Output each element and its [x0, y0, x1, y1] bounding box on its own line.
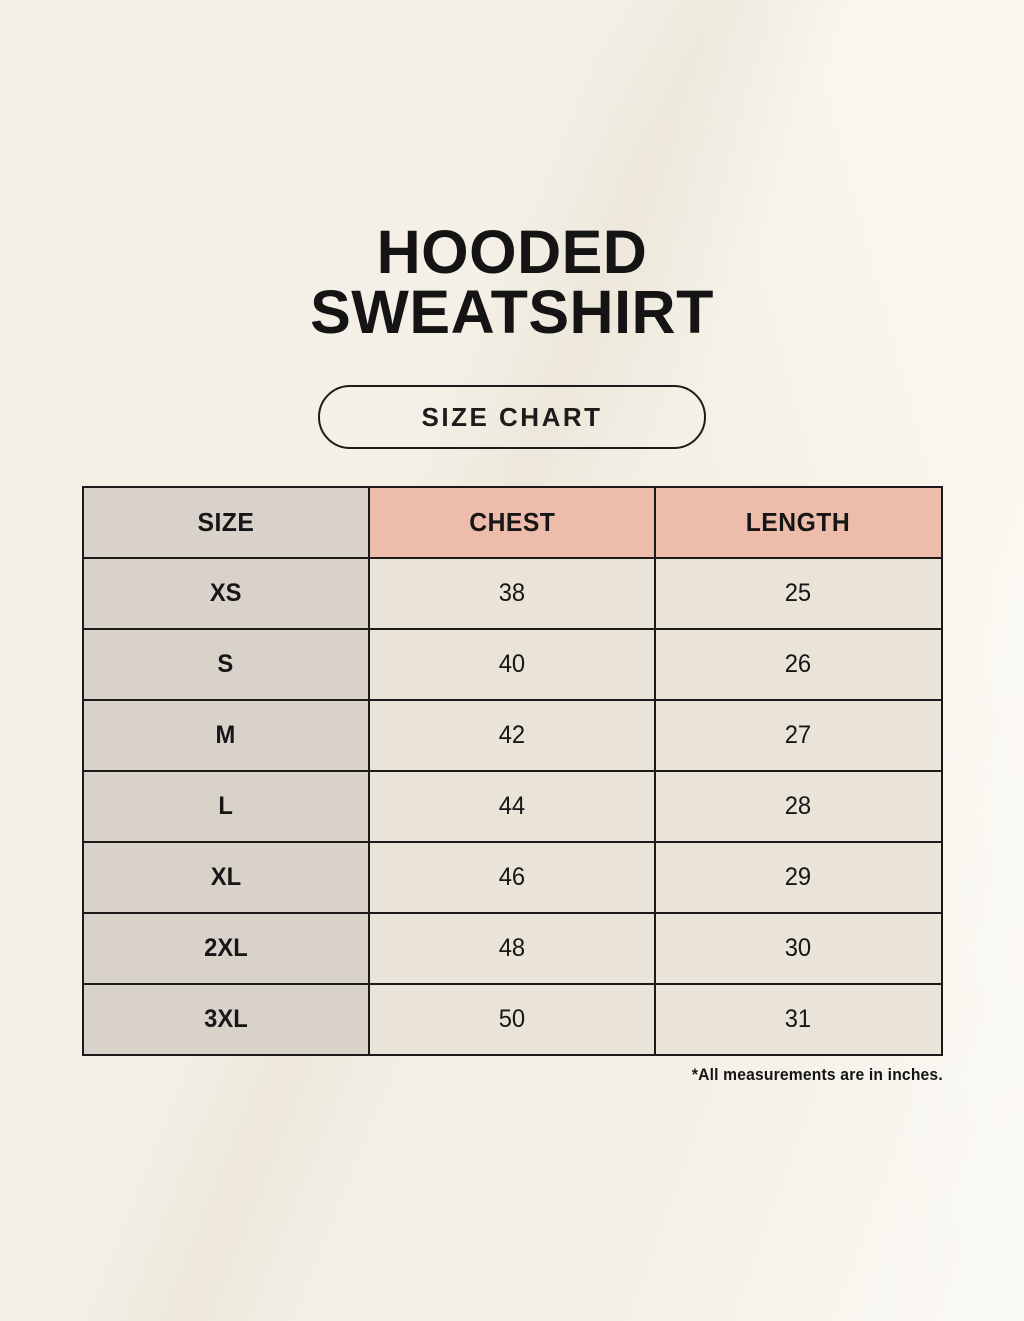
- length-cell: 28: [654, 769, 943, 843]
- title-line-2: SWEATSHIRT: [310, 278, 714, 347]
- column-header-chest: CHEST: [367, 485, 657, 559]
- cell-value: 25: [785, 578, 812, 607]
- header-label: SIZE: [197, 506, 255, 537]
- cell-value: XL: [210, 862, 241, 891]
- chest-cell: 44: [367, 769, 657, 843]
- length-cell: 30: [654, 911, 943, 985]
- size-chart-button[interactable]: SIZE CHART: [318, 384, 706, 449]
- cell-value: 48: [498, 933, 526, 962]
- table-header-row: SIZE CHEST LENGTH: [81, 485, 943, 559]
- column-header-length: LENGTH: [654, 485, 943, 559]
- length-cell: 26: [654, 627, 943, 701]
- size-cell: XL: [81, 840, 370, 914]
- size-cell: L: [81, 769, 370, 843]
- chest-cell: 50: [367, 982, 657, 1056]
- cell-value: 38: [498, 578, 526, 607]
- length-cell: 31: [654, 982, 943, 1056]
- cell-value: XS: [209, 578, 242, 607]
- chest-cell: 48: [367, 911, 657, 985]
- cell-value: 28: [785, 791, 812, 820]
- table-row: S 40 26: [81, 627, 943, 701]
- size-cell: XS: [81, 556, 370, 630]
- header-label: LENGTH: [746, 506, 851, 537]
- table-row: XS 38 25: [81, 556, 943, 630]
- cell-value: 44: [498, 791, 526, 820]
- size-cell: M: [81, 698, 370, 772]
- size-chart-button-label: SIZE CHART: [421, 401, 603, 432]
- measurements-note: *All measurements are in inches.: [82, 1065, 943, 1085]
- size-cell: 2XL: [81, 911, 370, 985]
- cell-value: M: [215, 720, 236, 749]
- header-label: CHEST: [468, 506, 556, 537]
- chest-cell: 42: [367, 698, 657, 772]
- cell-value: 40: [498, 649, 526, 678]
- column-header-size: SIZE: [81, 485, 370, 559]
- table-row: 2XL 48 30: [81, 911, 943, 985]
- cell-value: 29: [785, 862, 812, 891]
- page-title: HOODED SWEATSHIRT: [0, 0, 1024, 343]
- cell-value: 42: [498, 720, 526, 749]
- cell-value: 31: [785, 1004, 812, 1033]
- cell-value: L: [218, 791, 233, 820]
- table-row: XL 46 29: [81, 840, 943, 914]
- length-cell: 29: [654, 840, 943, 914]
- length-cell: 25: [654, 556, 943, 630]
- cell-value: 50: [498, 1004, 526, 1033]
- chest-cell: 40: [367, 627, 657, 701]
- table-row: L 44 28: [81, 769, 943, 843]
- cell-value: 30: [785, 933, 812, 962]
- cell-value: 46: [498, 862, 526, 891]
- cell-value: 3XL: [203, 1004, 248, 1033]
- cell-value: 2XL: [203, 933, 248, 962]
- cell-value: 27: [785, 720, 812, 749]
- chest-cell: 46: [367, 840, 657, 914]
- title-line-1: HOODED: [376, 218, 648, 286]
- size-cell: 3XL: [81, 982, 370, 1056]
- size-chart-button-row: SIZE CHART: [0, 384, 1024, 449]
- table-row: 3XL 50 31: [81, 982, 943, 1056]
- size-cell: S: [81, 627, 370, 701]
- size-chart-table: SIZE CHEST LENGTH XS 38 25 S 40 26 M 42 …: [81, 485, 943, 1056]
- chest-cell: 38: [367, 556, 657, 630]
- length-cell: 27: [654, 698, 943, 772]
- cell-value: 26: [785, 649, 812, 678]
- cell-value: S: [217, 649, 234, 678]
- table-row: M 42 27: [81, 698, 943, 772]
- measurements-note-text: *All measurements are in inches.: [691, 1064, 943, 1084]
